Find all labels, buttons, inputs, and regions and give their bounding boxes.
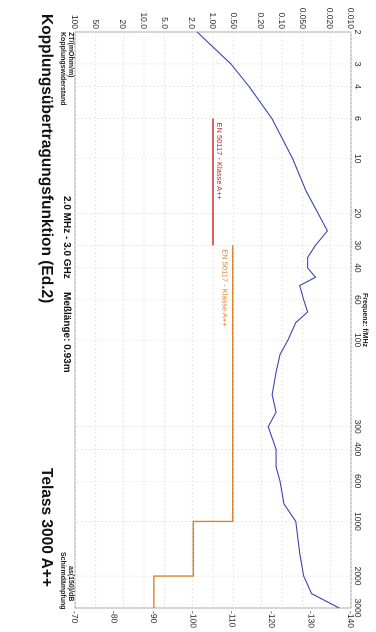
right-tick-label: -100 bbox=[188, 611, 198, 628]
right-tick-label: -80 bbox=[109, 611, 119, 624]
right-tick-label: -120 bbox=[267, 611, 277, 628]
x-tick-label: 20 bbox=[353, 209, 363, 219]
left-axis-title-2: ZT/(mOhm/m) bbox=[67, 32, 74, 78]
x-tick-label: 4 bbox=[353, 84, 363, 89]
x-tick-label: 1000 bbox=[353, 512, 363, 531]
left-tick-label: 2.0 bbox=[187, 17, 197, 29]
x-tick-label: 3000 bbox=[353, 599, 363, 618]
right-tick-label: -130 bbox=[307, 611, 317, 628]
left-tick-label: 0.20 bbox=[256, 12, 266, 29]
x-tick-label: 3 bbox=[353, 62, 363, 67]
x-tick-label: 300 bbox=[353, 420, 363, 434]
limit-line-orange bbox=[153, 245, 234, 608]
x-axis-title: Frequenz: f/MHz bbox=[361, 293, 368, 348]
chart-title: Kopplungsübertragungsfunktion (Ed.2) bbox=[38, 14, 55, 303]
x-tick-label: 40 bbox=[353, 263, 363, 273]
left-tick-label: 0.50 bbox=[229, 12, 239, 29]
left-tick-label: 0.020 bbox=[325, 8, 335, 30]
x-tick-label: 100 bbox=[353, 333, 363, 347]
left-tick-label: 10.0 bbox=[139, 12, 149, 29]
grid bbox=[74, 31, 352, 609]
subtitle-range: 2.0 MHz - 3.0 GHz bbox=[61, 196, 72, 279]
left-axis-title-1: Kopplungswiderstand bbox=[59, 32, 66, 106]
left-tick-label: 0.010 bbox=[346, 8, 356, 30]
chart-rotated-frame: Kopplungsübertragungsfunktion (Ed.2) Tel… bbox=[38, 8, 368, 629]
x-tick-label: 10 bbox=[353, 154, 363, 164]
left-tick-label: 50 bbox=[91, 20, 101, 30]
subtitle-length: Meßlänge: 0.93m bbox=[61, 292, 72, 373]
x-tick-label: 600 bbox=[353, 474, 363, 488]
right-tick-label: -140 bbox=[346, 611, 356, 628]
x-tick-label: 6 bbox=[353, 116, 363, 121]
x-tick-label: 30 bbox=[353, 241, 363, 251]
series-line-0 bbox=[196, 31, 340, 609]
left-tick-label: 100 bbox=[70, 15, 80, 29]
x-tick-label: 60 bbox=[353, 295, 363, 305]
left-tick-label: 5.0 bbox=[160, 17, 170, 29]
limit-label-orange: EN 50117 - Klasse A++ bbox=[221, 249, 230, 327]
limit-label-red: EN 50117 - Klasse A++ bbox=[215, 123, 224, 201]
right-axis-title-2: as(150)/dB bbox=[67, 566, 74, 601]
x-tick-label: 2 bbox=[353, 30, 363, 35]
left-tick-label: 20 bbox=[118, 20, 128, 30]
limit-lines: EN 50117 - Klasse A++ EN 50117 - Klasse A… bbox=[153, 118, 234, 608]
left-ticks: 100 50 20 10.0 5.0 2.0 1.00 0.50 0.20 0.10 0.050 0.… bbox=[70, 8, 356, 30]
right-tick-label: -90 bbox=[149, 611, 159, 624]
right-tick-label: -70 bbox=[70, 611, 80, 624]
x-tick-label: 400 bbox=[353, 442, 363, 456]
chart-title-right: Telass 3000 A++ bbox=[38, 468, 55, 587]
left-tick-label: 0.10 bbox=[277, 12, 287, 29]
series bbox=[196, 31, 340, 609]
right-tick-label: -110 bbox=[228, 611, 238, 628]
right-axis-title-1: Schirmdämpfung bbox=[59, 552, 66, 610]
left-tick-label: 0.050 bbox=[298, 8, 308, 30]
left-tick-label: 1.00 bbox=[208, 12, 218, 29]
x-tick-label: 2000 bbox=[353, 567, 363, 586]
right-ticks: -70 -80 -90 -100 -110 -120 -130 -140 bbox=[70, 611, 356, 628]
x-ticks: 2 3 4 6 10 20 30 40 60 100 300 400 600 1000 2000 3000 bbox=[353, 30, 363, 618]
